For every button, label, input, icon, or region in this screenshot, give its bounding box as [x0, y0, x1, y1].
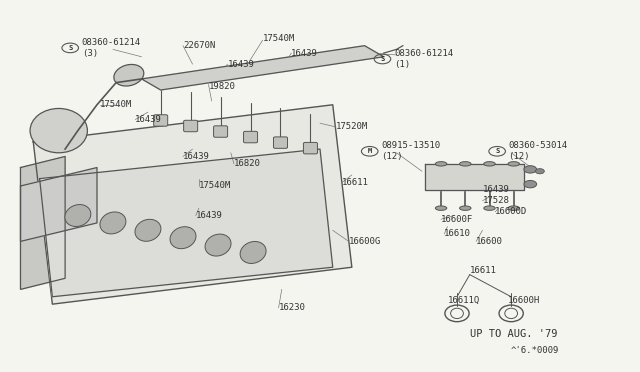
Text: UP TO AUG. '79: UP TO AUG. '79 — [470, 329, 557, 339]
Circle shape — [524, 166, 537, 173]
Text: 08360-53014
(12): 08360-53014 (12) — [509, 141, 568, 161]
Text: 16600G: 16600G — [349, 237, 381, 246]
Polygon shape — [20, 167, 97, 241]
Text: 16230: 16230 — [278, 303, 305, 312]
Text: 08915-13510
(12): 08915-13510 (12) — [381, 141, 440, 161]
Text: 19820: 19820 — [209, 82, 236, 91]
Text: M: M — [367, 148, 372, 154]
FancyBboxPatch shape — [214, 126, 228, 137]
Text: 17540M: 17540M — [262, 34, 295, 43]
Text: S: S — [380, 56, 385, 62]
Text: 08360-61214
(3): 08360-61214 (3) — [82, 38, 141, 58]
Polygon shape — [33, 105, 352, 304]
Text: 17540M: 17540M — [100, 100, 132, 109]
Text: 16611: 16611 — [342, 178, 369, 187]
Polygon shape — [425, 164, 524, 190]
Ellipse shape — [435, 161, 447, 166]
Text: 16820: 16820 — [234, 159, 261, 169]
Polygon shape — [141, 46, 384, 90]
Text: 16439: 16439 — [183, 152, 210, 161]
Text: 08360-61214
(1): 08360-61214 (1) — [394, 49, 453, 69]
Ellipse shape — [240, 241, 266, 263]
Text: 16611Q: 16611Q — [447, 296, 480, 305]
Text: 16610: 16610 — [444, 230, 471, 238]
Polygon shape — [40, 149, 333, 297]
Text: ^'6.*0009: ^'6.*0009 — [511, 346, 559, 355]
Text: 16600: 16600 — [476, 237, 503, 246]
Text: 17540M: 17540M — [199, 182, 231, 190]
Ellipse shape — [460, 206, 471, 211]
FancyBboxPatch shape — [303, 142, 317, 154]
Ellipse shape — [460, 161, 471, 166]
Text: S: S — [495, 148, 499, 154]
Text: 16611: 16611 — [470, 266, 497, 275]
Text: 16600D: 16600D — [495, 207, 527, 217]
Ellipse shape — [65, 205, 91, 227]
FancyBboxPatch shape — [184, 120, 198, 132]
Polygon shape — [20, 157, 65, 289]
Ellipse shape — [484, 206, 495, 211]
Circle shape — [536, 169, 544, 174]
Ellipse shape — [30, 109, 88, 153]
Text: 16439: 16439 — [196, 211, 223, 220]
Text: 17520M: 17520M — [336, 122, 368, 131]
FancyBboxPatch shape — [244, 131, 257, 143]
Text: 16600H: 16600H — [508, 296, 540, 305]
Text: 16439: 16439 — [291, 49, 318, 58]
Circle shape — [524, 180, 537, 188]
Ellipse shape — [205, 234, 231, 256]
Ellipse shape — [135, 219, 161, 241]
Text: 22670N: 22670N — [183, 41, 215, 50]
Text: S: S — [68, 45, 72, 51]
Text: 16439: 16439 — [135, 115, 162, 124]
Ellipse shape — [435, 206, 447, 211]
Text: 17528: 17528 — [483, 196, 509, 205]
Ellipse shape — [484, 161, 495, 166]
Text: 16439: 16439 — [483, 185, 509, 194]
Ellipse shape — [114, 64, 144, 86]
Ellipse shape — [170, 227, 196, 248]
Ellipse shape — [508, 206, 520, 211]
Text: 16439: 16439 — [228, 60, 255, 69]
Text: 16600F: 16600F — [441, 215, 474, 224]
Ellipse shape — [508, 161, 520, 166]
Ellipse shape — [100, 212, 126, 234]
FancyBboxPatch shape — [154, 115, 168, 126]
FancyBboxPatch shape — [273, 137, 287, 148]
